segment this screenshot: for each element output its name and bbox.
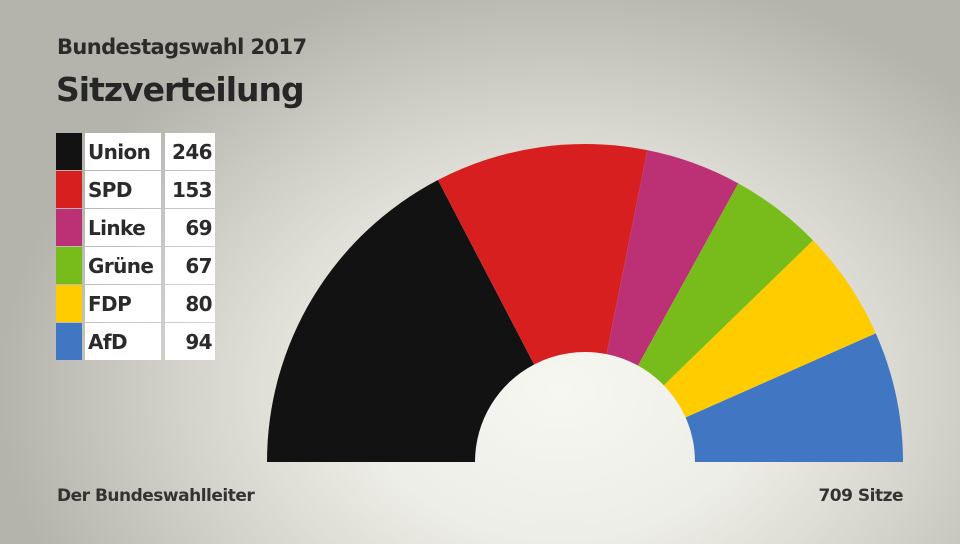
arc-segments [267, 143, 903, 462]
legend-seat-count: 246 [165, 133, 215, 170]
legend-row-fdp: FDP 80 [56, 285, 215, 322]
legend: Union 246 SPD 153 Linke 69 Grüne 67 FDP … [56, 133, 215, 361]
legend-swatch [56, 247, 82, 284]
chart-subtitle: Bundestagswahl 2017 [57, 35, 307, 59]
legend-seat-count: 67 [165, 247, 215, 284]
legend-party-name: Union [85, 133, 161, 170]
legend-party-name: Grüne [85, 247, 161, 284]
total-seats-label: 709 Sitze [818, 486, 903, 506]
source-label: Der Bundeswahlleiter [57, 486, 255, 506]
legend-swatch [56, 323, 82, 360]
legend-swatch [56, 171, 82, 208]
arc-segment-linke [606, 150, 739, 366]
legend-seat-count: 69 [165, 209, 215, 246]
legend-seat-count: 153 [165, 171, 215, 208]
legend-row-linke: Linke 69 [56, 209, 215, 246]
legend-party-name: SPD [85, 171, 161, 208]
legend-swatch [56, 133, 82, 170]
legend-party-name: Linke [85, 209, 161, 246]
arc-segment-spd [437, 143, 648, 365]
chart-title: Sitzverteilung [56, 70, 305, 109]
legend-row-union: Union 246 [56, 133, 215, 170]
legend-party-name: FDP [85, 285, 161, 322]
arc-segment-union [267, 180, 535, 462]
legend-seat-count: 80 [165, 285, 215, 322]
legend-row-afd: AfD 94 [56, 323, 215, 360]
legend-row-spd: SPD 153 [56, 171, 215, 208]
legend-row-gruene: Grüne 67 [56, 247, 215, 284]
arc-segment-fdp [663, 240, 876, 418]
legend-party-name: AfD [85, 323, 161, 360]
legend-seat-count: 94 [165, 323, 215, 360]
legend-swatch [56, 209, 82, 246]
arc-segment-gruene [638, 183, 814, 386]
legend-swatch [56, 285, 82, 322]
arc-segment-afd [685, 333, 903, 462]
